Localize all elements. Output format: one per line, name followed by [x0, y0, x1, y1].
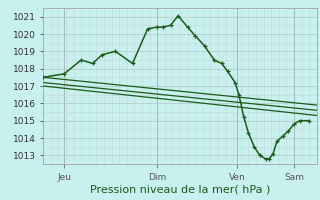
X-axis label: Pression niveau de la mer( hPa ): Pression niveau de la mer( hPa ) [90, 185, 270, 195]
